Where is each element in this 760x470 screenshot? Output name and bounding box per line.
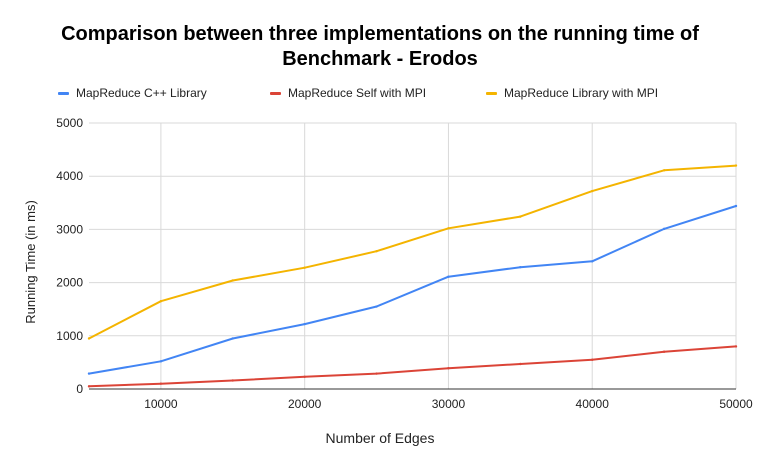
data-point-mapreduce-library-with-mpi <box>87 337 91 340</box>
chart-title-line-2: Benchmark - Erodos <box>282 48 478 70</box>
data-point-mapreduce-c-library <box>662 227 666 231</box>
data-point-mapreduce-library-with-mpi <box>231 279 234 282</box>
data-point-mapreduce-self-with-mpi <box>734 345 738 348</box>
chart-title-line-1: Comparison between three implementations… <box>61 23 699 45</box>
grid-layer <box>89 122 737 389</box>
legend-item-self-mpi[interactable]: MapReduce Self with MPI <box>270 86 426 100</box>
y-tick-label: 3000 <box>56 222 83 236</box>
data-point-mapreduce-library-with-mpi <box>734 164 738 167</box>
legend-swatch <box>58 91 69 95</box>
legend-label: MapReduce Library with MPI <box>504 86 659 100</box>
series-layer <box>87 164 738 388</box>
data-point-mapreduce-library-with-mpi <box>519 215 522 218</box>
series-line-mapreduce-c-library <box>88 205 737 375</box>
legend-label: MapReduce Self with MPI <box>288 86 427 100</box>
data-point-mapreduce-self-with-mpi <box>303 375 306 378</box>
legend-item-cpp-library[interactable]: MapReduce C++ Library <box>58 86 207 100</box>
data-point-mapreduce-self-with-mpi <box>662 350 666 353</box>
data-point-mapreduce-library-with-mpi <box>159 300 163 303</box>
y-tick-label: 2000 <box>56 276 83 290</box>
data-point-mapreduce-c-library <box>303 322 306 326</box>
legend-swatch <box>486 91 497 95</box>
data-point-mapreduce-c-library <box>734 204 738 208</box>
x-axis-title: Number of Edges <box>325 430 435 446</box>
x-tick-label: 40000 <box>576 397 610 411</box>
data-point-mapreduce-library-with-mpi <box>662 169 666 172</box>
data-point-mapreduce-self-with-mpi <box>231 379 234 382</box>
y-tick-label: 4000 <box>56 169 83 183</box>
data-point-mapreduce-library-with-mpi <box>303 266 306 269</box>
series-line-mapreduce-library-with-mpi <box>88 164 737 340</box>
x-tick-label: 20000 <box>288 397 322 411</box>
data-point-mapreduce-c-library <box>159 360 163 363</box>
data-point-mapreduce-self-with-mpi <box>591 358 594 361</box>
data-point-mapreduce-self-with-mpi <box>375 372 378 375</box>
data-point-mapreduce-c-library <box>231 337 234 340</box>
legend: MapReduce C++ Library MapReduce Self wit… <box>0 86 760 104</box>
y-axis-title: Running Time (in ms) <box>23 200 38 324</box>
data-point-mapreduce-self-with-mpi <box>447 367 450 370</box>
y-tick-label: 5000 <box>56 116 83 130</box>
data-point-mapreduce-self-with-mpi <box>159 382 163 385</box>
y-tick-label: 1000 <box>56 329 83 343</box>
y-tick-label: 0 <box>76 382 83 396</box>
data-point-mapreduce-c-library <box>447 275 450 278</box>
data-point-mapreduce-library-with-mpi <box>447 227 450 230</box>
data-point-mapreduce-c-library <box>87 372 91 375</box>
axis-layer: 0 1000 2000 3000 4000 5000 10000 20000 30000 4000… <box>56 116 753 411</box>
legend-item-library-mpi[interactable]: MapReduce Library with MPI <box>486 86 658 100</box>
data-point-mapreduce-self-with-mpi <box>87 385 91 388</box>
legend-swatch <box>270 91 281 95</box>
data-point-mapreduce-c-library <box>519 265 522 269</box>
x-tick-label: 50000 <box>719 397 753 411</box>
data-point-mapreduce-library-with-mpi <box>375 250 378 253</box>
data-point-mapreduce-self-with-mpi <box>519 362 522 366</box>
chart-title: Comparison between three implementations… <box>0 22 760 72</box>
data-point-mapreduce-c-library <box>591 260 594 263</box>
x-tick-label: 30000 <box>432 397 466 411</box>
series-line-mapreduce-self-with-mpi <box>88 345 737 388</box>
legend-label: MapReduce C++ Library <box>76 86 207 100</box>
x-tick-label: 10000 <box>144 397 178 411</box>
data-point-mapreduce-library-with-mpi <box>591 189 594 193</box>
data-point-mapreduce-c-library <box>375 305 378 308</box>
